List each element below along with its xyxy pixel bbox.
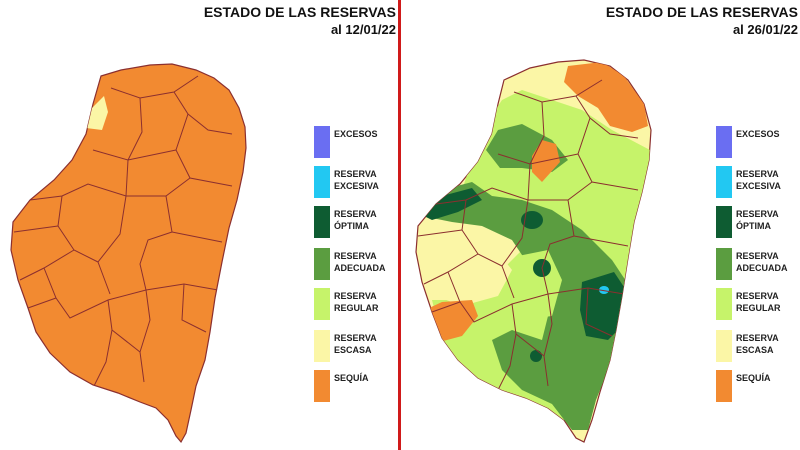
legend-swatch <box>314 330 330 362</box>
legend-swatch <box>716 370 732 402</box>
legend-swatch <box>716 330 732 362</box>
legend-swatch <box>314 370 330 402</box>
map-panel-12-01: ESTADO DE LAS RESERVAS al 12/01/22 EXCES… <box>0 0 398 450</box>
legend-label: RESERVA ÓPTIMA <box>736 209 779 231</box>
legend-swatch <box>716 288 732 320</box>
legend-swatch <box>314 288 330 320</box>
map-title-block: ESTADO DE LAS RESERVAS al 12/01/22 <box>204 4 396 38</box>
legend-label: SEQUÍA <box>736 373 771 383</box>
legend-label: RESERVA ESCASA <box>736 333 779 355</box>
legend-label: EXCESOS <box>736 129 780 139</box>
legend-swatch <box>716 166 732 198</box>
map-title: ESTADO DE LAS RESERVAS <box>605 4 798 20</box>
legend-label: SEQUÍA <box>334 373 369 383</box>
legend-label: EXCESOS <box>334 129 378 139</box>
legend-swatch <box>314 206 330 238</box>
excesiva-spot <box>599 286 609 294</box>
map-date: al 26/01/22 <box>732 22 798 37</box>
map-title: ESTADO DE LAS RESERVAS <box>203 4 396 20</box>
legend-swatch <box>716 206 732 238</box>
legend-label: RESERVA EXCESIVA <box>334 169 379 191</box>
map-26-01 <box>415 59 652 443</box>
map-12-01 <box>10 63 247 444</box>
legend-label: RESERVA REGULAR <box>334 291 379 313</box>
map-date: al 12/01/22 <box>330 22 396 37</box>
legend-swatch <box>314 126 330 158</box>
legend-label: RESERVA ADECUADA <box>334 251 386 273</box>
legend-label: RESERVA REGULAR <box>736 291 781 313</box>
panel-divider <box>398 0 401 450</box>
map-title-block: ESTADO DE LAS RESERVAS al 26/01/22 <box>606 4 798 38</box>
optima-zone-south <box>530 350 542 362</box>
legend-label: RESERVA ÓPTIMA <box>334 209 377 231</box>
optima-zone-center <box>521 211 543 229</box>
province-shape <box>10 63 247 444</box>
department-borders <box>417 79 639 391</box>
sequia-zone-north <box>564 62 648 132</box>
legend-label: RESERVA ADECUADA <box>736 251 788 273</box>
legend-label: RESERVA EXCESIVA <box>736 169 781 191</box>
legend-swatch <box>716 126 732 158</box>
legend-label: RESERVA ESCASA <box>334 333 377 355</box>
legend-swatch <box>716 248 732 280</box>
legend-swatch <box>314 248 330 280</box>
adecuada-zone <box>422 182 632 430</box>
escasa-zone <box>86 96 108 130</box>
department-borders <box>13 75 233 387</box>
optima-zone-nw <box>420 188 482 220</box>
escasa-zone-west <box>432 236 512 306</box>
map-panel-26-01: ESTADO DE LAS RESERVAS al 26/01/22 EXCES… <box>402 0 800 450</box>
legend-swatch <box>314 166 330 198</box>
